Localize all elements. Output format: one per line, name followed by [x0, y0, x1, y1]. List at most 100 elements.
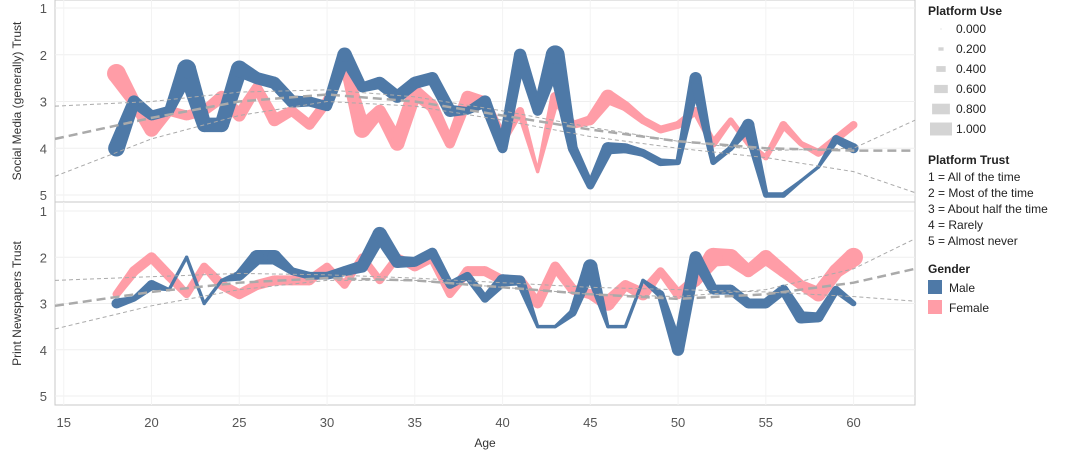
- male-series-segment: [202, 279, 224, 305]
- legend-gender-swatch: [928, 280, 942, 294]
- male-series-point: [743, 298, 754, 309]
- female-series-point: [445, 290, 454, 299]
- female-series-point: [674, 120, 682, 129]
- male-series-point: [742, 118, 755, 131]
- male-series-segment: [167, 256, 189, 291]
- female-series-point: [107, 64, 126, 83]
- male-series-point: [710, 159, 716, 166]
- y-tick-label: 4: [40, 141, 47, 156]
- trend-line: [54, 93, 915, 152]
- male-series-segment: [514, 52, 543, 113]
- male-series-point: [780, 192, 787, 198]
- male-series-segment: [711, 146, 733, 165]
- male-series-point: [763, 192, 769, 198]
- legend-trust-title: Platform Trust: [928, 153, 1009, 167]
- x-tick-label: 30: [320, 415, 334, 430]
- male-series-point: [515, 275, 526, 286]
- female-series-point: [703, 247, 723, 267]
- x-tick-label: 25: [232, 415, 246, 430]
- legend-size-label: 1.000: [956, 122, 986, 136]
- female-series-point: [758, 250, 774, 265]
- male-series-point: [372, 226, 387, 242]
- legend-trust-line: 5 = Almost never: [928, 234, 1018, 248]
- male-series: [108, 45, 859, 198]
- male-series-point: [230, 60, 248, 78]
- male-series-point: [689, 72, 702, 85]
- y-tick-label: 5: [40, 188, 47, 203]
- male-series-point: [146, 280, 157, 290]
- female-series-segment: [426, 103, 455, 146]
- legend-size-label: 0.200: [956, 42, 986, 56]
- female-series-point: [656, 267, 665, 276]
- male-series-point: [832, 285, 840, 294]
- male-series-point: [497, 143, 508, 154]
- legend-size-swatch: [930, 122, 952, 136]
- male-series-point: [196, 117, 212, 133]
- female-series-point: [286, 105, 297, 116]
- legend-trust-line: 2 = Most of the time: [928, 186, 1034, 200]
- legend-size-label: 0.000: [956, 22, 986, 36]
- male-series-segment: [713, 284, 731, 295]
- female-series-point: [323, 262, 331, 271]
- x-axis-title: Age: [474, 436, 496, 450]
- female-series-point: [828, 263, 844, 279]
- male-series-point: [620, 143, 631, 154]
- female-series-point: [461, 90, 474, 103]
- male-series-segment: [623, 279, 645, 328]
- y-tick-label: 3: [40, 95, 47, 110]
- male-series-point: [391, 255, 404, 268]
- male-series-point: [514, 48, 527, 61]
- female-series-point: [480, 266, 490, 277]
- male-series-point: [708, 284, 719, 295]
- x-tick-label: 35: [408, 415, 422, 430]
- male-series-point: [496, 274, 509, 287]
- female-series-point: [146, 252, 157, 263]
- female-series-point: [353, 121, 371, 138]
- male-series-point: [214, 117, 229, 133]
- male-series-point: [427, 247, 438, 258]
- male-series-point: [177, 59, 197, 79]
- male-series-point: [532, 105, 543, 116]
- male-series-segment: [177, 65, 212, 128]
- legend-size-swatch: [934, 84, 948, 94]
- female-series-segment: [710, 118, 733, 146]
- male-series-point: [545, 45, 565, 65]
- x-tick-label: 15: [57, 415, 71, 430]
- female-series-point: [639, 116, 647, 125]
- male-series-segment: [464, 273, 489, 302]
- x-tick-label: 60: [846, 415, 860, 430]
- y-tick-label: 4: [40, 343, 47, 358]
- male-series-point: [288, 267, 296, 276]
- male-series-point: [202, 301, 206, 306]
- male-series-point: [250, 72, 263, 85]
- y-tick-label: 1: [40, 1, 47, 16]
- female-series-segment: [467, 266, 485, 277]
- male-series-point: [553, 324, 557, 329]
- male-series-point: [463, 106, 472, 115]
- male-series-point: [689, 251, 702, 264]
- female-series-segment: [659, 121, 680, 134]
- legend-gender-swatch: [928, 300, 942, 314]
- female-series-point: [144, 122, 159, 137]
- legend-trust-line: 3 = About half the time: [928, 202, 1048, 216]
- trend-band-line: [54, 100, 916, 194]
- y-tick-label: 3: [40, 297, 47, 312]
- female-series-segment: [780, 122, 803, 146]
- male-series-point: [108, 139, 125, 157]
- legend-size-swatch: [936, 66, 946, 72]
- male-series-point: [111, 298, 122, 309]
- male-series-segment: [672, 256, 702, 351]
- y-tick-label: 1: [40, 204, 47, 219]
- female-series-segment: [339, 62, 371, 132]
- male-series-point: [583, 259, 598, 274]
- male-series-point: [794, 311, 808, 324]
- male-series-segment: [497, 53, 527, 150]
- female-series-point: [795, 280, 806, 290]
- legend-trust-line: 1 = All of the time: [928, 170, 1021, 184]
- trend-line: [54, 267, 916, 308]
- male-series-point: [481, 294, 489, 303]
- female-series-point: [304, 119, 315, 130]
- female-series-point: [233, 109, 246, 122]
- legend-trust-line: 4 = Rarely: [928, 218, 983, 232]
